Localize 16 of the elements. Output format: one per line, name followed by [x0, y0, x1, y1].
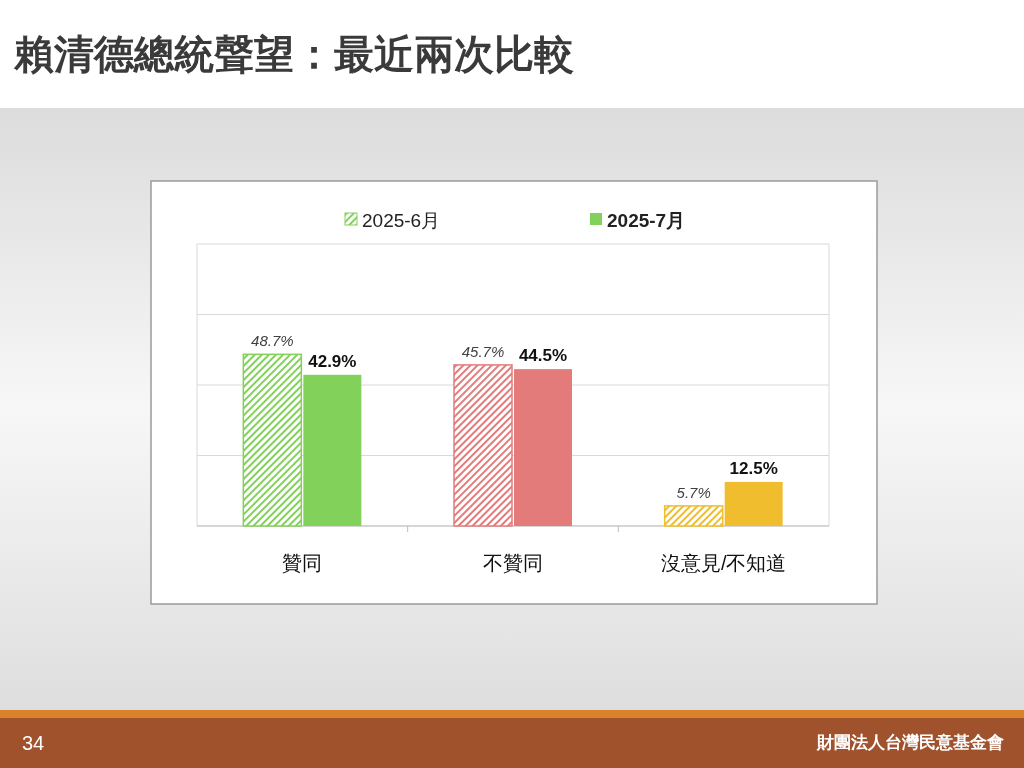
bar	[663, 505, 724, 527]
x-tick-label: 不贊同	[483, 552, 543, 574]
text: 財團法人台灣民意基金會	[816, 733, 1004, 752]
data-label: 48.7%	[251, 332, 294, 350]
legend-label: 2025-7月	[607, 210, 686, 231]
data-label: 45.7%	[461, 342, 505, 360]
x-tick-label: 沒意見/不知道	[660, 552, 787, 574]
chart-title: 賴清德總統聲望：最近兩次比較	[13, 32, 574, 76]
data-label: 44.5%	[518, 346, 568, 366]
text: 34	[22, 732, 45, 754]
legend-label: 2025-6月	[362, 210, 441, 231]
data-label: 5.7%	[676, 483, 711, 501]
x-tick-label: 贊同	[282, 552, 323, 574]
data-label: 42.9%	[308, 351, 357, 371]
data-label: 12.5%	[729, 458, 778, 478]
bar	[724, 481, 783, 526]
